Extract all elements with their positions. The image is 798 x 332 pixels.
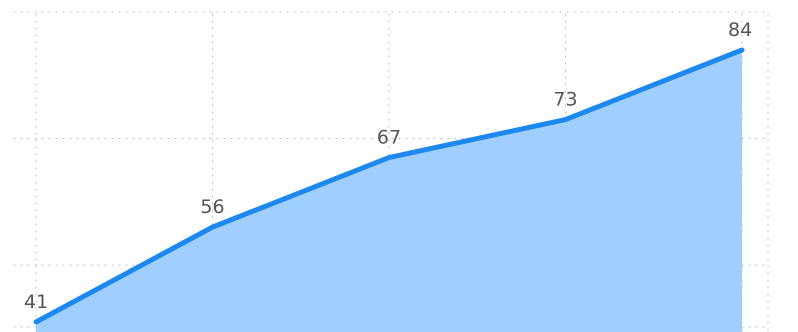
data-label-1: 41	[24, 291, 48, 313]
data-label-2: 56	[200, 196, 224, 218]
data-label-3: 67	[377, 127, 401, 149]
data-label-5: 84	[728, 19, 752, 41]
data-labels: 41 56 67 73 84	[24, 19, 752, 313]
data-label-4: 73	[553, 89, 577, 111]
series-line	[33, 47, 745, 325]
line-layer	[33, 47, 745, 325]
